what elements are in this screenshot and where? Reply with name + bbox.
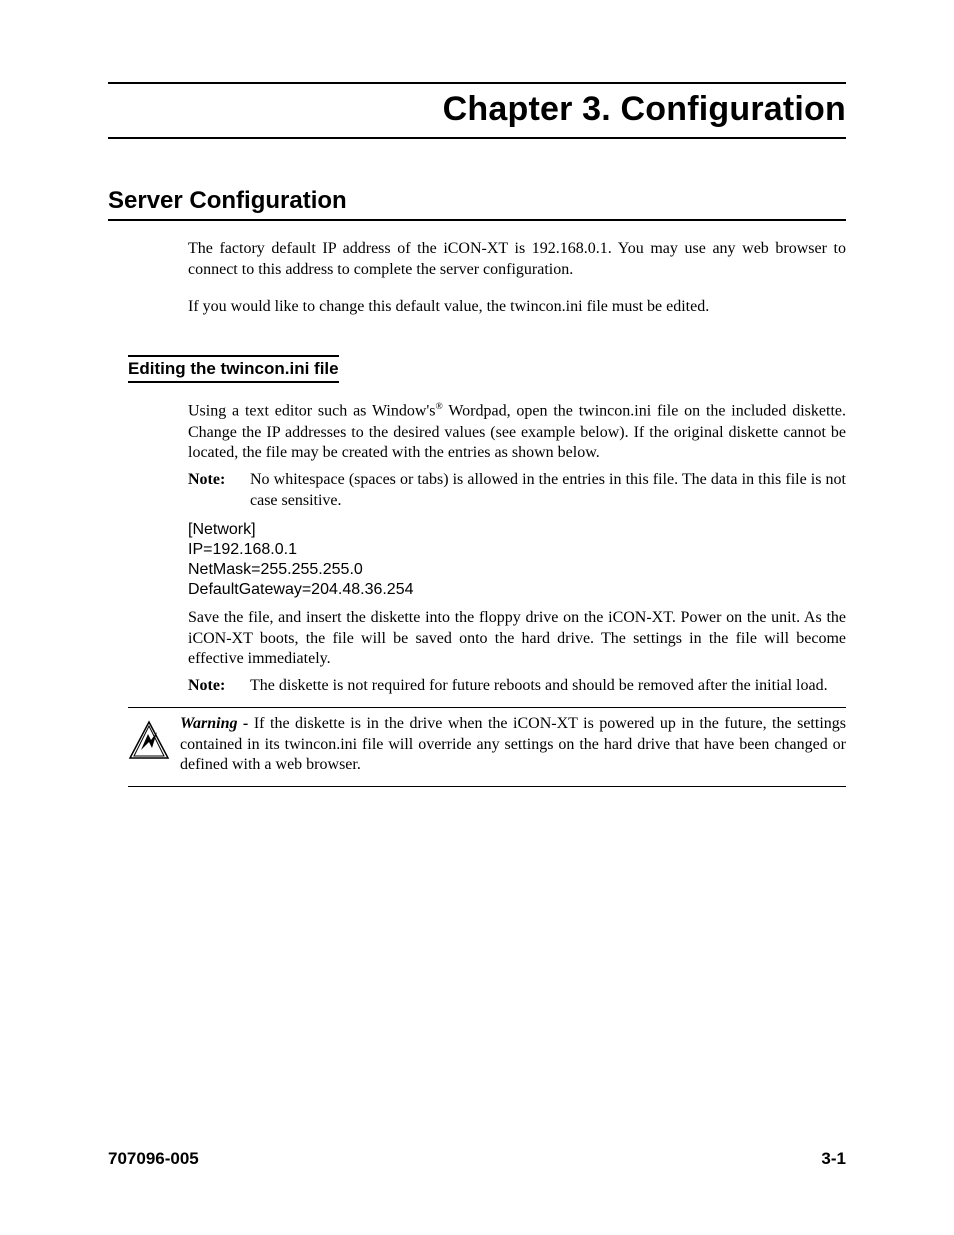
note-text: The diskette is not required for future … bbox=[250, 676, 846, 697]
warning-icon bbox=[128, 720, 170, 762]
note-label: Note: bbox=[188, 676, 250, 697]
subsection-title: Editing the twincon.ini file bbox=[128, 355, 339, 383]
config-line: NetMask=255.255.255.0 bbox=[188, 560, 846, 580]
note-text: No whitespace (spaces or tabs) is allowe… bbox=[250, 470, 846, 512]
warning-text: Warning - If the diskette is in the driv… bbox=[180, 714, 846, 776]
subsection-header-wrap: Editing the twincon.ini file bbox=[108, 333, 846, 401]
config-line: [Network] bbox=[188, 520, 846, 540]
paragraph: If you would like to change this default… bbox=[188, 297, 846, 318]
config-line: DefaultGateway=204.48.36.254 bbox=[188, 580, 846, 600]
section-title: Server Configuration bbox=[108, 187, 846, 221]
paragraph: Using a text editor such as Window's® Wo… bbox=[188, 401, 846, 464]
chapter-title: Chapter 3. Configuration bbox=[108, 82, 846, 139]
config-line: IP=192.168.0.1 bbox=[188, 540, 846, 560]
warning-block: Warning - If the diskette is in the driv… bbox=[128, 707, 846, 787]
page-number: 3-1 bbox=[821, 1149, 846, 1169]
text-run: Using a text editor such as Window's bbox=[188, 403, 436, 420]
page-content: Chapter 3. Configuration Server Configur… bbox=[108, 82, 846, 787]
registered-symbol: ® bbox=[436, 401, 443, 412]
note-block: Note: The diskette is not required for f… bbox=[188, 676, 846, 697]
config-example: [Network] IP=192.168.0.1 NetMask=255.255… bbox=[188, 520, 846, 600]
warning-label: Warning - bbox=[180, 715, 254, 732]
doc-number: 707096-005 bbox=[108, 1149, 199, 1169]
paragraph: Save the file, and insert the diskette i… bbox=[188, 608, 846, 670]
paragraph: The factory default IP address of the iC… bbox=[188, 239, 846, 281]
page-footer: 707096-005 3-1 bbox=[108, 1149, 846, 1169]
note-label: Note: bbox=[188, 470, 250, 512]
subsection-body: Using a text editor such as Window's® Wo… bbox=[188, 401, 846, 697]
section-body: The factory default IP address of the iC… bbox=[188, 239, 846, 317]
text-run: If the diskette is in the drive when the… bbox=[180, 715, 846, 774]
note-block: Note: No whitespace (spaces or tabs) is … bbox=[188, 470, 846, 512]
